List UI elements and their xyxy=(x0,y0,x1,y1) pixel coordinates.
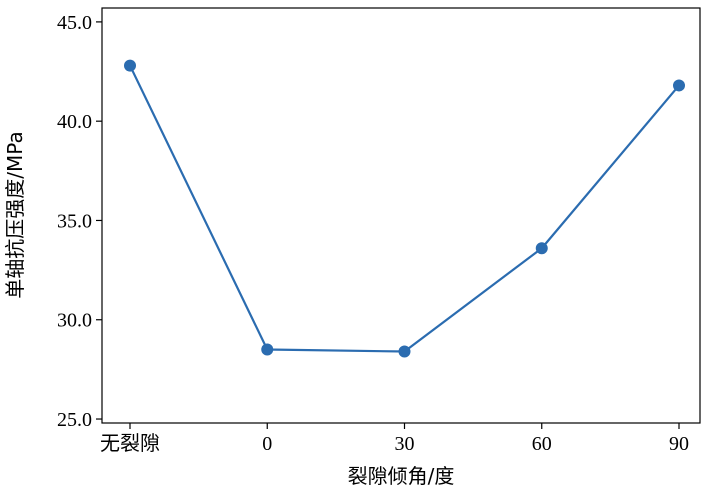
y-tick-label: 35.0 xyxy=(57,210,92,232)
x-tick-label: 0 xyxy=(262,433,272,455)
y-tick-label: 25.0 xyxy=(57,409,92,431)
data-point xyxy=(673,79,685,92)
x-tick-label: 90 xyxy=(669,433,689,455)
series-line xyxy=(129,65,680,353)
data-point xyxy=(535,242,548,255)
data-point xyxy=(124,59,136,72)
plot-frame xyxy=(101,7,701,424)
x-axis-label: 裂隙倾角/度 xyxy=(348,464,455,488)
y-tick-label: 40.0 xyxy=(57,111,92,133)
y-tick-label: 30.0 xyxy=(57,310,92,332)
y-tick-label: 45.0 xyxy=(57,12,92,34)
data-point xyxy=(398,345,411,358)
data-point xyxy=(261,343,274,356)
x-axis: 无裂隙 0 30 60 90 xyxy=(100,423,689,455)
x-tick-label: 无裂隙 xyxy=(100,432,160,455)
x-tick-label: 30 xyxy=(395,433,415,455)
y-axis-label: 单轴抗压强度/MPa xyxy=(3,131,27,298)
y-axis: 25.0 30.0 35.0 40.0 45.0 xyxy=(57,12,102,431)
series-layer xyxy=(124,59,685,358)
x-tick-label: 60 xyxy=(532,433,552,455)
